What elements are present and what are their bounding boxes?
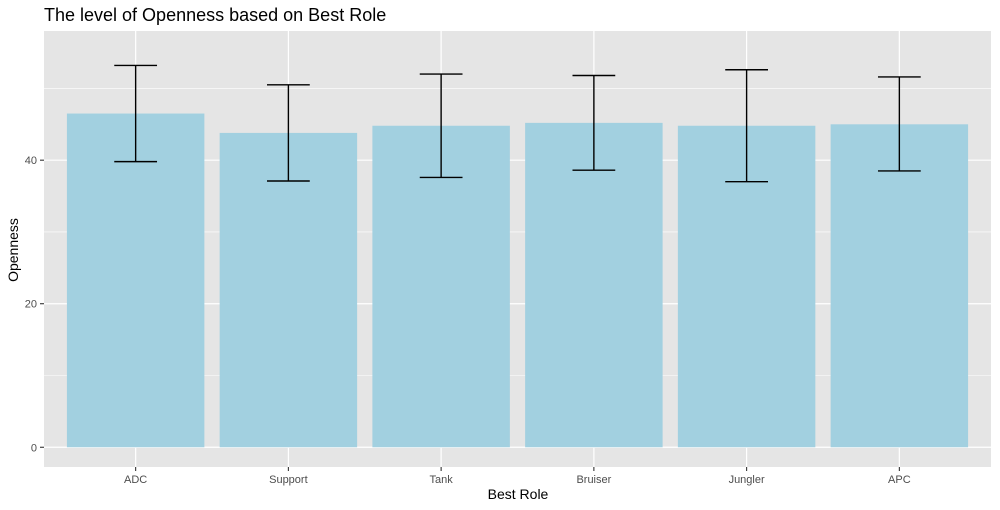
y-axis-title: Openness xyxy=(5,218,21,282)
x-tick-label: Tank xyxy=(430,474,454,486)
x-tick-label: APC xyxy=(888,474,911,486)
bar-tank xyxy=(372,125,510,448)
y-tick-label: 40 xyxy=(25,155,37,167)
chart-title: The level of Openness based on Best Role xyxy=(44,5,386,25)
bar-apc xyxy=(830,124,969,448)
x-tick-label: Bruiser xyxy=(576,474,611,486)
x-axis: ADC Support Tank Bruiser Jungler APC xyxy=(124,467,911,486)
bars xyxy=(66,113,969,448)
x-tick-label: Support xyxy=(269,474,308,486)
bar-adc xyxy=(66,113,205,448)
y-tick-label: 0 xyxy=(31,442,37,454)
x-tick-label: ADC xyxy=(124,474,147,486)
x-tick-label: Jungler xyxy=(729,474,765,486)
x-axis-title: Best Role xyxy=(488,486,549,502)
bar-bruiser xyxy=(525,122,663,448)
y-tick-label: 20 xyxy=(25,299,37,311)
y-axis: 0 20 40 xyxy=(25,155,44,454)
bar-support xyxy=(219,132,358,448)
error-bars xyxy=(114,64,921,183)
